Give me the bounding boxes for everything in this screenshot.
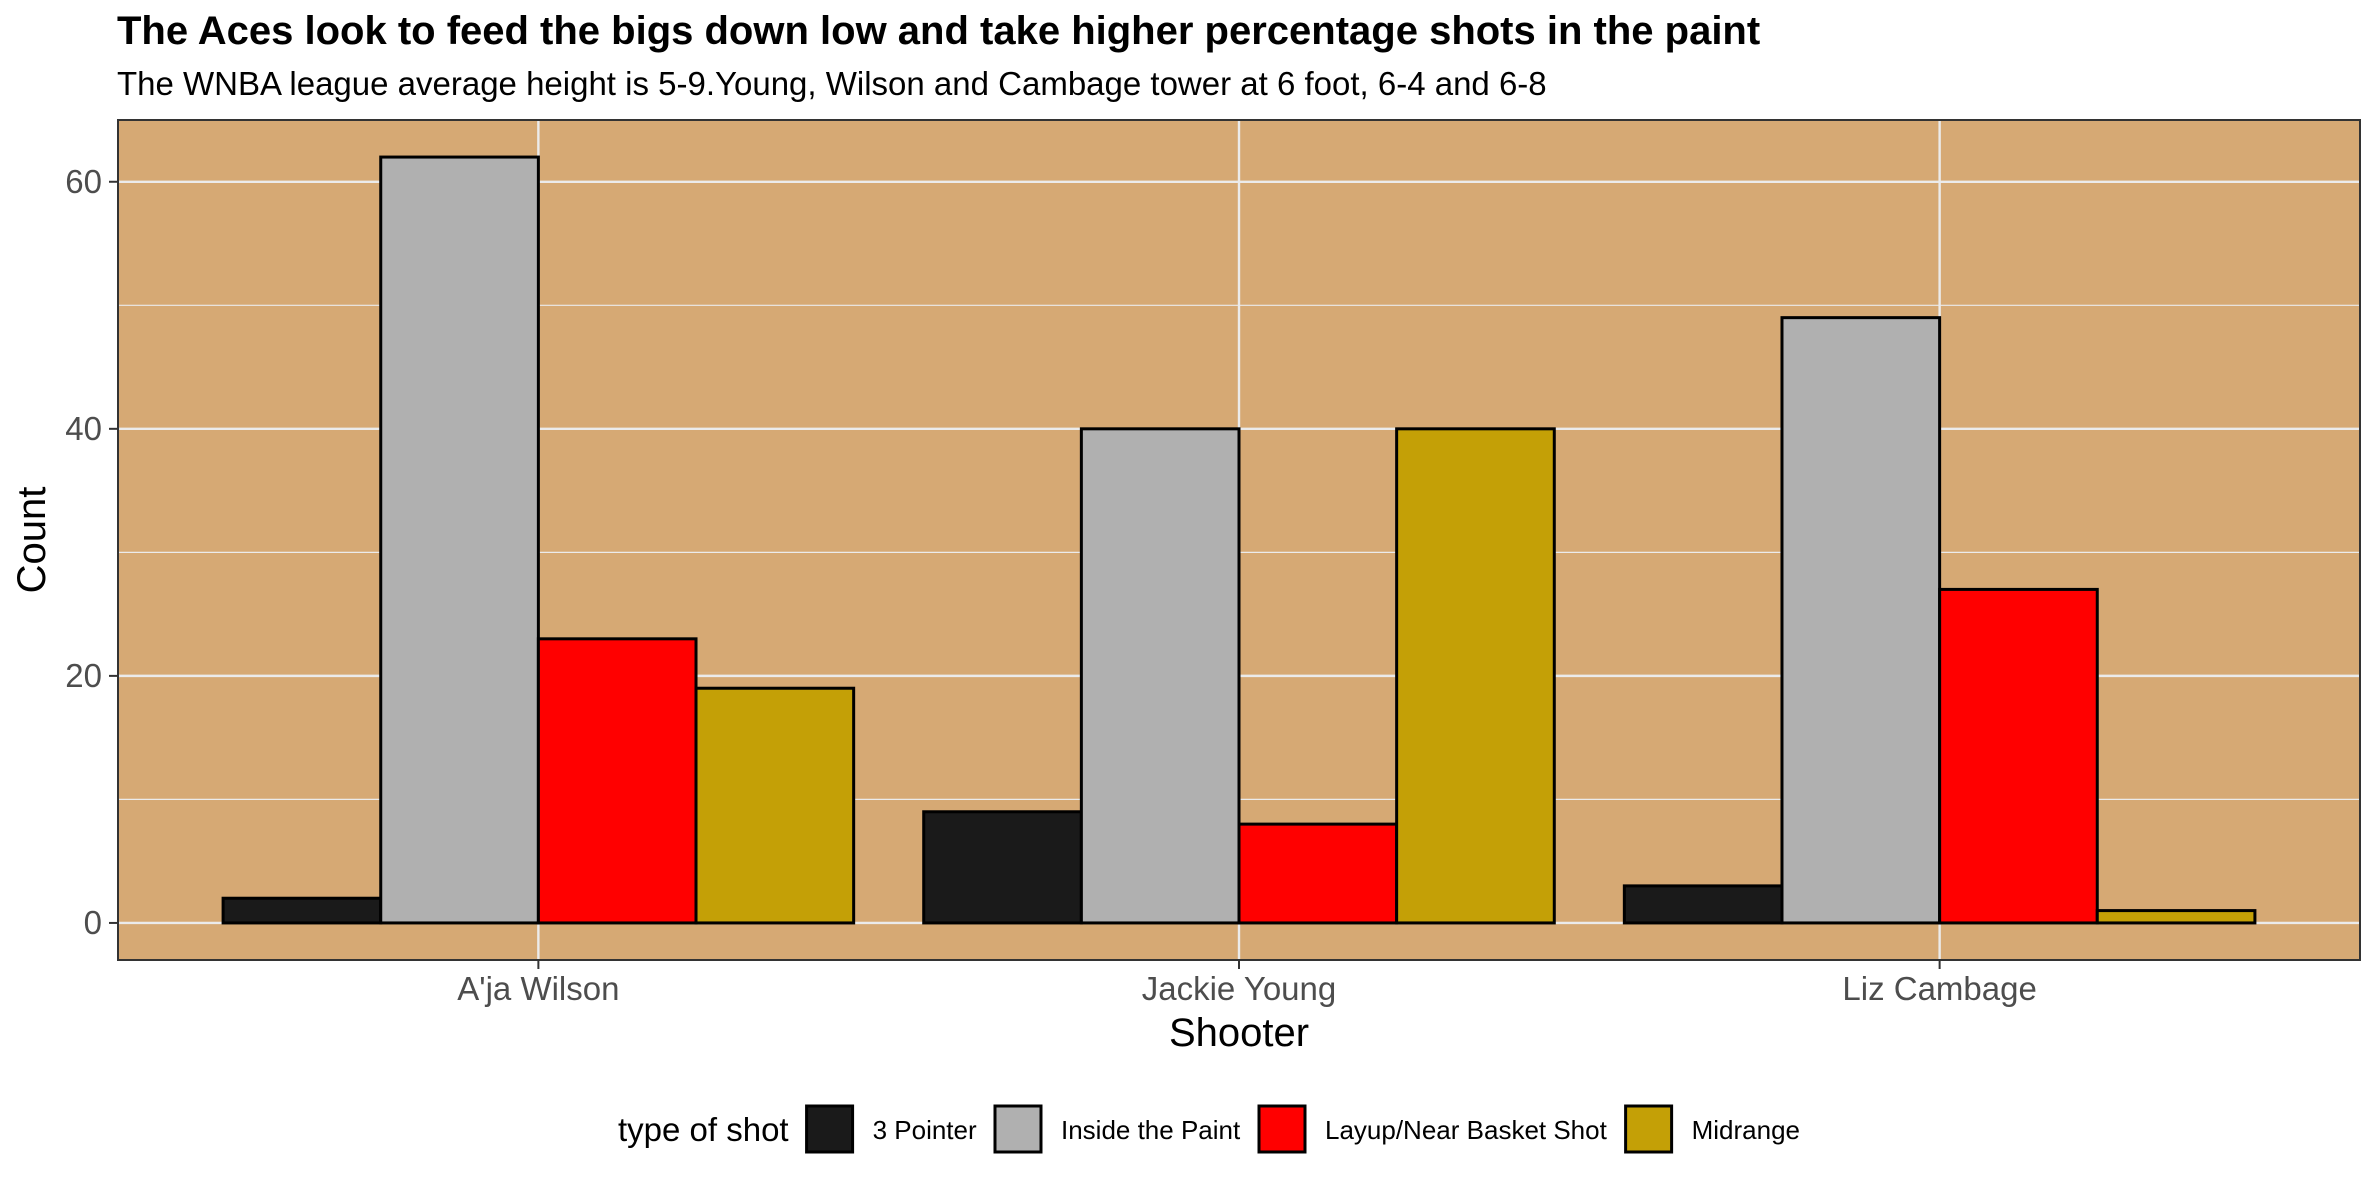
legend-key (1624, 1104, 1674, 1154)
bar (1938, 587, 2099, 925)
bars-layer (221, 155, 2257, 925)
chart-subtitle: The WNBA league average height is 5-9.Yo… (117, 65, 1547, 102)
x-axis: A'ja Wilson Jackie Young Liz Cambage (457, 960, 2037, 1007)
bar (1395, 427, 1556, 925)
y-tick-label: 20 (65, 657, 102, 694)
y-tick-label: 0 (84, 904, 102, 941)
legend-label: Midrange (1692, 1115, 1800, 1145)
bar (536, 637, 698, 925)
bar (221, 896, 383, 925)
bar (1079, 427, 1241, 925)
bar (1780, 316, 1942, 925)
legend-items: 3 Pointer Inside the Paint Layup/Near Bask… (805, 1104, 1800, 1154)
chart-title: The Aces look to feed the bigs down low … (117, 9, 1760, 53)
legend: type of shot 3 Pointer Inside the Paint La… (618, 1104, 1800, 1154)
x-axis-title: Shooter (1169, 1011, 1309, 1055)
x-tick-label: Jackie Young (1142, 970, 1337, 1007)
legend-title: type of shot (618, 1111, 789, 1148)
y-axis: 0 20 40 60 (65, 163, 118, 941)
legend-label: Layup/Near Basket Shot (1325, 1115, 1608, 1145)
bar (379, 155, 540, 925)
legend-label: Inside the Paint (1061, 1115, 1241, 1145)
y-axis-title: Count (10, 487, 54, 594)
legend-key (1257, 1104, 1307, 1154)
bar (922, 810, 1083, 925)
bar (2095, 909, 2257, 925)
bar (1622, 884, 1784, 925)
x-tick-label: A'ja Wilson (457, 970, 619, 1007)
legend-key (805, 1104, 855, 1154)
legend-key (993, 1104, 1043, 1154)
legend-label: 3 Pointer (873, 1115, 977, 1145)
bar (694, 686, 856, 925)
bar (1237, 822, 1399, 925)
y-tick-label: 60 (65, 163, 102, 200)
x-tick-label: Liz Cambage (1842, 970, 2036, 1007)
y-tick-label: 40 (65, 410, 102, 447)
